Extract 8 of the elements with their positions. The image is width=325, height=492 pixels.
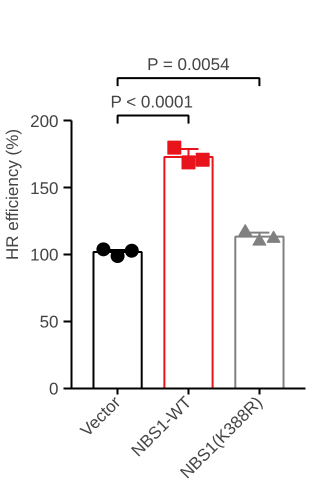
text: P = 0.0054 — [147, 55, 230, 74]
y-tick-label: 50 — [40, 312, 59, 332]
y-tick-label: 200 — [30, 112, 59, 131]
y-tick-label: 150 — [30, 178, 59, 198]
text: P < 0.0001 — [110, 92, 193, 112]
y-tick-label: 100 — [30, 246, 59, 265]
y-axis-title: HR efficiency (%) — [3, 128, 22, 260]
y-tick-label: 0 — [49, 380, 59, 398]
